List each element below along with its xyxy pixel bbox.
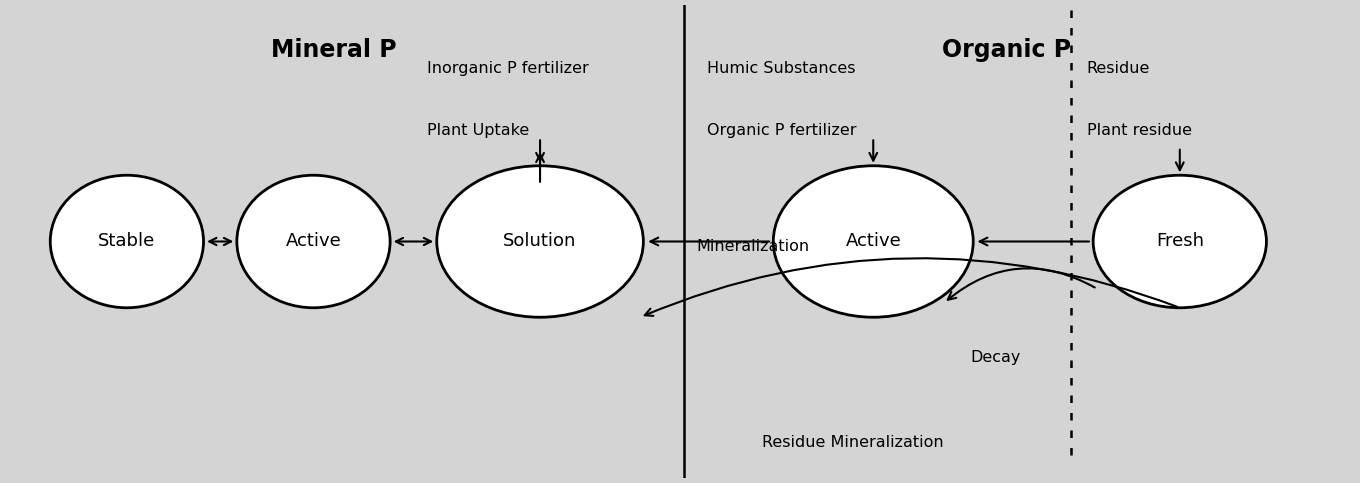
Text: Inorganic P fertilizer: Inorganic P fertilizer [427, 61, 589, 76]
Text: Residue Mineralization: Residue Mineralization [763, 435, 944, 450]
Ellipse shape [50, 175, 204, 308]
Text: Plant residue: Plant residue [1087, 123, 1191, 138]
Ellipse shape [774, 166, 974, 317]
FancyArrowPatch shape [650, 238, 770, 245]
Text: Fresh: Fresh [1156, 232, 1204, 251]
Text: Residue: Residue [1087, 61, 1149, 76]
Text: Solution: Solution [503, 232, 577, 251]
Text: Active: Active [286, 232, 341, 251]
FancyArrowPatch shape [1176, 150, 1183, 170]
FancyArrowPatch shape [948, 269, 1095, 300]
FancyArrowPatch shape [396, 238, 431, 245]
Ellipse shape [437, 166, 643, 317]
FancyArrowPatch shape [869, 140, 877, 161]
Text: Mineralization: Mineralization [696, 239, 809, 254]
FancyArrowPatch shape [979, 238, 1089, 245]
Ellipse shape [1093, 175, 1266, 308]
Text: Mineral P: Mineral P [271, 38, 396, 62]
FancyArrowPatch shape [645, 258, 1178, 316]
Ellipse shape [237, 175, 390, 308]
Text: Organic P: Organic P [942, 38, 1072, 62]
FancyArrowPatch shape [536, 140, 544, 161]
Text: Humic Substances: Humic Substances [707, 61, 855, 76]
Text: Organic P fertilizer: Organic P fertilizer [707, 123, 857, 138]
Text: Plant Uptake: Plant Uptake [427, 123, 529, 138]
Text: Active: Active [846, 232, 902, 251]
Text: Decay: Decay [971, 350, 1021, 365]
FancyArrowPatch shape [536, 154, 544, 182]
Text: Stable: Stable [98, 232, 155, 251]
FancyArrowPatch shape [209, 238, 231, 245]
